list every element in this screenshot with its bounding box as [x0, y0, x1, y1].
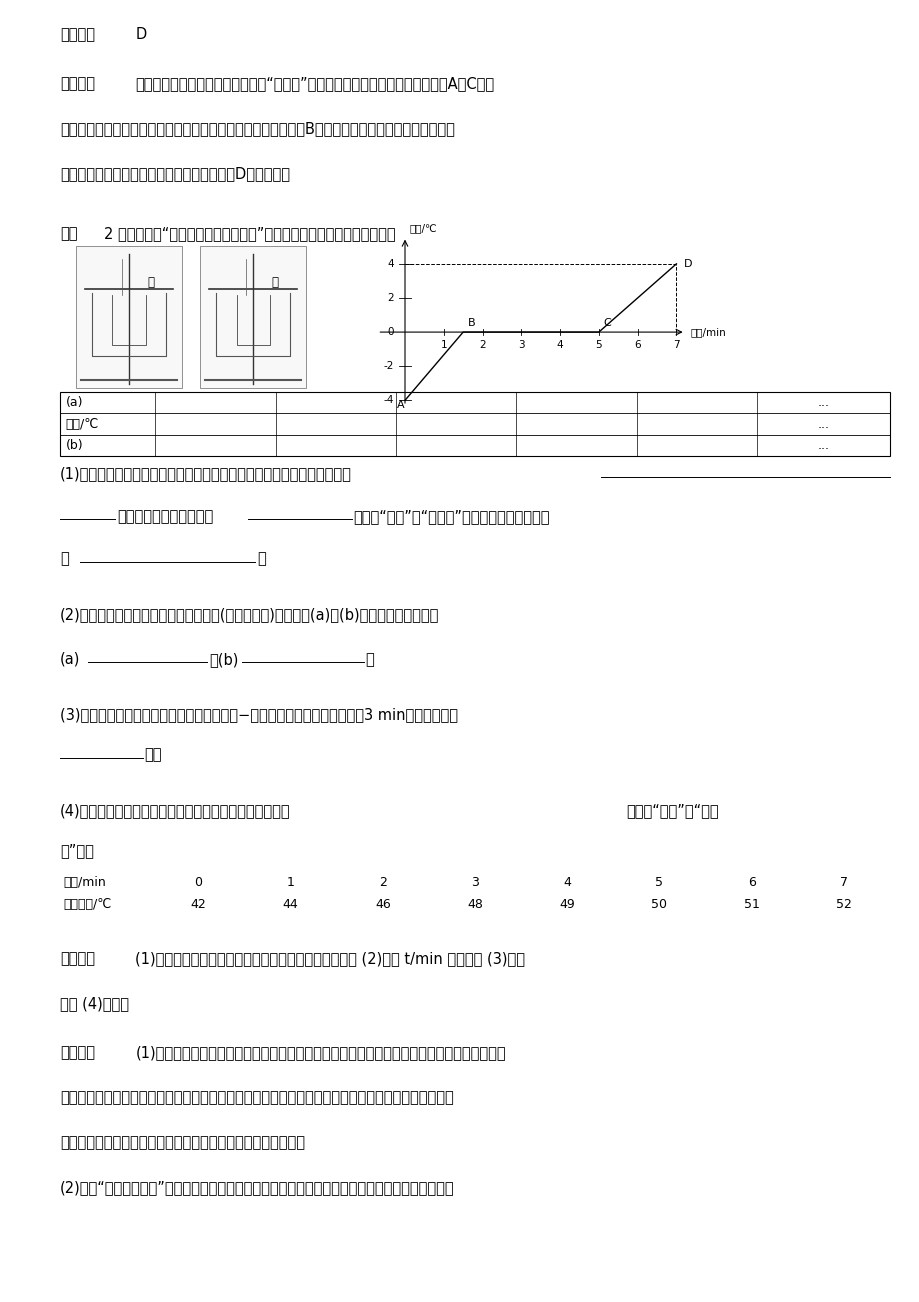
Text: 冰: 冰 — [271, 276, 278, 289]
Text: -4: -4 — [383, 396, 393, 405]
Text: 2: 2 — [387, 293, 393, 303]
Text: 上升，没有固定的熔点，说明烛蜡是非晶体，D说法错误。: 上升，没有固定的熔点，说明烛蜡是非晶体，D说法错误。 — [60, 165, 289, 181]
Text: 46: 46 — [375, 897, 391, 910]
Text: ；探究冰的融化规律时，: ；探究冰的融化规律时， — [117, 509, 213, 523]
Text: 时间/min: 时间/min — [63, 876, 107, 889]
Text: 4: 4 — [387, 259, 393, 268]
Text: (2)小明设计了一个记录实验过程的表格(如图乙所示)。表格中(a)、(b)两处应填的内容是：: (2)小明设计了一个记录实验过程的表格(如图乙所示)。表格中(a)、(b)两处应… — [60, 607, 439, 622]
Text: 2: 2 — [479, 340, 485, 350]
Text: 6: 6 — [747, 876, 754, 889]
Text: B: B — [467, 318, 475, 328]
Text: (b): (b) — [65, 439, 83, 452]
Text: 42: 42 — [190, 897, 206, 910]
Text: D: D — [135, 27, 146, 42]
Text: 1: 1 — [440, 340, 447, 350]
Text: 49: 49 — [559, 897, 574, 910]
Text: A: A — [397, 400, 404, 410]
Text: 5: 5 — [654, 876, 663, 889]
Text: 体”）。: 体”）。 — [60, 844, 94, 858]
Text: 。: 。 — [256, 552, 266, 566]
Text: 【答案】: 【答案】 — [60, 27, 95, 42]
Text: 52: 52 — [835, 897, 851, 910]
Text: 【解析】: 【解析】 — [60, 76, 95, 91]
Text: 2 小明同学在“探究冰和蜡的融化规律”时，使用的实验装置如图甲所示。: 2 小明同学在“探究冰和蜡的融化规律”时，使用的实验装置如图甲所示。 — [104, 225, 395, 241]
Text: 1: 1 — [287, 876, 294, 889]
Text: 44: 44 — [282, 897, 298, 910]
Text: 51: 51 — [743, 897, 759, 910]
Text: 变式: 变式 — [60, 225, 77, 241]
Text: （选填“需要”或“不需要”）酒精灯加热，这样可: （选填“需要”或“不需要”）酒精灯加热，这样可 — [353, 509, 550, 523]
Text: (4)蜡在加热过程中温度随时间变化如表，可以判断蜡属于: (4)蜡在加热过程中温度随时间变化如表，可以判断蜡属于 — [60, 803, 290, 818]
Text: 温度/℃: 温度/℃ — [65, 418, 98, 431]
Text: 0: 0 — [387, 327, 393, 337]
Text: (1)实验时，用烧杯中的水给试管加热，而不是用酒精灯直接加热，好处是: (1)实验时，用烧杯中的水给试管加热，而不是用酒精灯直接加热，好处是 — [60, 466, 351, 482]
Bar — [60, 871, 889, 915]
Text: (a): (a) — [60, 652, 80, 667]
Text: ；(b): ；(b) — [209, 652, 238, 667]
Text: 2: 2 — [379, 876, 386, 889]
Text: 6: 6 — [633, 340, 641, 350]
Text: 时间/min: 时间/min — [689, 327, 725, 337]
Text: C: C — [603, 318, 610, 328]
Text: 4: 4 — [556, 340, 562, 350]
Text: 蜡的温度/℃: 蜡的温度/℃ — [63, 897, 112, 910]
Text: 48: 48 — [467, 897, 482, 910]
Text: （选填“晶体”或“非晶: （选填“晶体”或“非晶 — [625, 803, 718, 818]
Text: 。: 。 — [365, 652, 374, 667]
Text: (2)探究“冰的融化规律”实验过程中，需要观察冰在融化过程中温度随时间的变化规律，要用停表测: (2)探究“冰的融化规律”实验过程中，需要观察冰在融化过程中温度随时间的变化规律… — [60, 1180, 454, 1195]
Text: ...: ... — [817, 418, 829, 431]
Text: (3)图丙是他根据记录的数据绘制的冰的温度−时间图像。由图像可知，在第3 min时，物质处于: (3)图丙是他根据记录的数据绘制的冰的温度−时间图像。由图像可知，在第3 min… — [60, 707, 458, 723]
Text: D: D — [683, 259, 691, 268]
Text: 0: 0 — [194, 876, 202, 889]
Text: 7: 7 — [673, 340, 679, 350]
Text: 化，受热均匀且温度不会过高，这样可以方便记录温度和状态。: 化，受热均匀且温度不会过高，这样可以方便记录温度和状态。 — [60, 1135, 305, 1150]
Text: 正确；用温度计测温度时，温度计的玻璃泡应插入烛蜡内部，故B说法正确；烛蜡融化过程中温度逐渐: 正确；用温度计测温度时，温度计的玻璃泡应插入烛蜡内部，故B说法正确；烛蜡融化过程… — [60, 121, 454, 135]
Text: 3: 3 — [471, 876, 479, 889]
Bar — [60, 392, 889, 456]
Text: 比较慢，便于记录实验温度；探究冰的融化规律时，不需要酒精灯加热，冰会从室内空气中吸收热量融: 比较慢，便于记录实验温度；探究冰的融化规律时，不需要酒精灯加热，冰会从室内空气中… — [60, 1090, 453, 1105]
Text: 蜡: 蜡 — [147, 276, 154, 289]
Text: 【解析】: 【解析】 — [60, 1046, 95, 1060]
Text: ...: ... — [817, 439, 829, 452]
Text: 烛蜡应砖碎后放入试管中，并采用“水浴法”加热，这样可以使烛蜡受热均匀，故A、C说法: 烛蜡应砖碎后放入试管中，并采用“水浴法”加热，这样可以使烛蜡受热均匀，故A、C说… — [135, 76, 494, 91]
Text: -2: -2 — [383, 361, 393, 371]
Text: 共存 (4)非晶体: 共存 (4)非晶体 — [60, 996, 129, 1010]
Text: 【答案】: 【答案】 — [60, 950, 95, 966]
Text: 5: 5 — [595, 340, 602, 350]
Text: 50: 50 — [651, 897, 666, 910]
Text: 温度/℃: 温度/℃ — [409, 224, 437, 233]
Text: ...: ... — [817, 396, 829, 409]
Bar — [76, 246, 182, 388]
Text: 态。: 态。 — [144, 747, 162, 763]
Text: 7: 7 — [839, 876, 847, 889]
Bar — [200, 246, 306, 388]
Text: 4: 4 — [562, 876, 571, 889]
Text: (1)将装有冰的试管放入水中加热，这是水浴法，采用水浴法，可以使试管受热均匀，温度变化: (1)将装有冰的试管放入水中加热，这是水浴法，采用水浴法，可以使试管受热均匀，温… — [135, 1046, 505, 1060]
Text: 以: 以 — [60, 552, 69, 566]
Text: (a): (a) — [65, 396, 83, 409]
Text: 3: 3 — [517, 340, 524, 350]
Text: (1)使试管中的物质受热均匀不需要方便记录温度和状态 (2)时间 t/min 物质状态 (3)固液: (1)使试管中的物质受热均匀不需要方便记录温度和状态 (2)时间 t/min 物… — [135, 950, 525, 966]
